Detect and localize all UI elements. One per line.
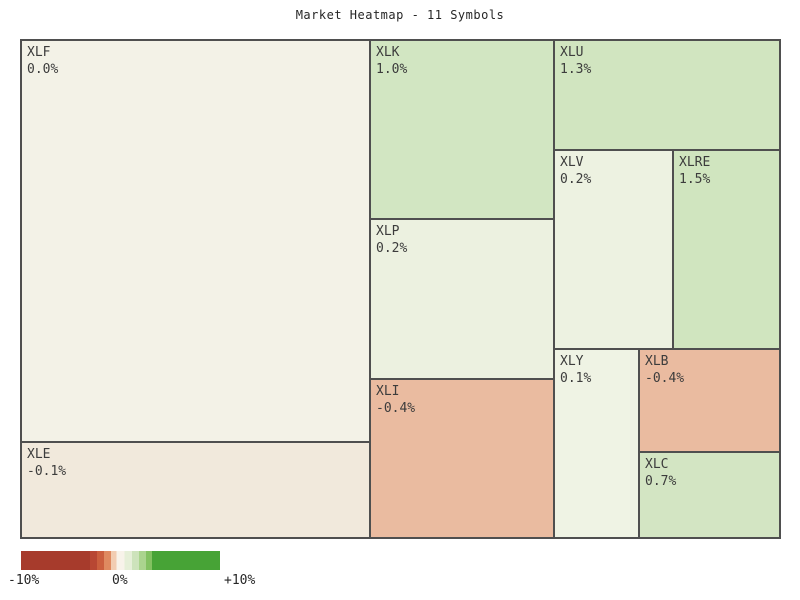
treemap-tile-xly: XLY 0.1% xyxy=(554,349,639,538)
treemap-tile-xlu: XLU 1.3% xyxy=(554,40,780,150)
colorbar-gradient xyxy=(21,551,220,570)
tile-symbol: XLC xyxy=(645,457,669,472)
tile-change: 1.3% xyxy=(560,62,592,77)
treemap-tile-xlc: XLC 0.7% xyxy=(639,452,780,538)
treemap-tile-xlp: XLP 0.2% xyxy=(370,219,554,379)
tile-change: -0.1% xyxy=(27,464,67,479)
treemap-tile-xlf: XLF 0.0% xyxy=(21,40,370,442)
treemap-tile-xli: XLI -0.4% xyxy=(370,379,554,538)
tile-change: 0.0% xyxy=(27,62,59,77)
tile-change: 0.2% xyxy=(560,172,592,187)
legend-max-label: +10% xyxy=(224,573,256,588)
chart-title: Market Heatmap - 11 Symbols xyxy=(295,8,505,22)
tile-change: 0.2% xyxy=(376,241,408,256)
tile-symbol: XLB xyxy=(645,354,669,369)
tile-change: 0.1% xyxy=(560,371,592,386)
tile-change: -0.4% xyxy=(376,401,416,416)
legend-min-label: -10% xyxy=(8,573,40,588)
tile-symbol: XLE xyxy=(27,447,51,462)
tile-symbol: XLI xyxy=(376,384,400,399)
tile-symbol: XLU xyxy=(560,45,584,60)
treemap-tile-xlk: XLK 1.0% xyxy=(370,40,554,219)
tile-change: 1.0% xyxy=(376,62,408,77)
tile-symbol: XLV xyxy=(560,155,584,170)
tile-symbol: XLF xyxy=(27,45,51,60)
treemap-tile-xlre: XLRE 1.5% xyxy=(673,150,780,349)
tile-symbol: XLY xyxy=(560,354,584,369)
tile-symbol: XLP xyxy=(376,224,400,239)
tile-change: -0.4% xyxy=(645,371,685,386)
treemap-tile-xle: XLE -0.1% xyxy=(21,442,370,538)
treemap-outer-frame xyxy=(20,39,781,539)
treemap-tile-xlb: XLB -0.4% xyxy=(639,349,780,452)
tile-change: 0.7% xyxy=(645,474,677,489)
tile-symbol: XLK xyxy=(376,45,400,60)
legend-mid-label: 0% xyxy=(112,573,128,588)
tile-change: 1.5% xyxy=(679,172,711,187)
tile-symbol: XLRE xyxy=(679,155,711,170)
treemap-tile-xlv: XLV 0.2% xyxy=(554,150,673,349)
